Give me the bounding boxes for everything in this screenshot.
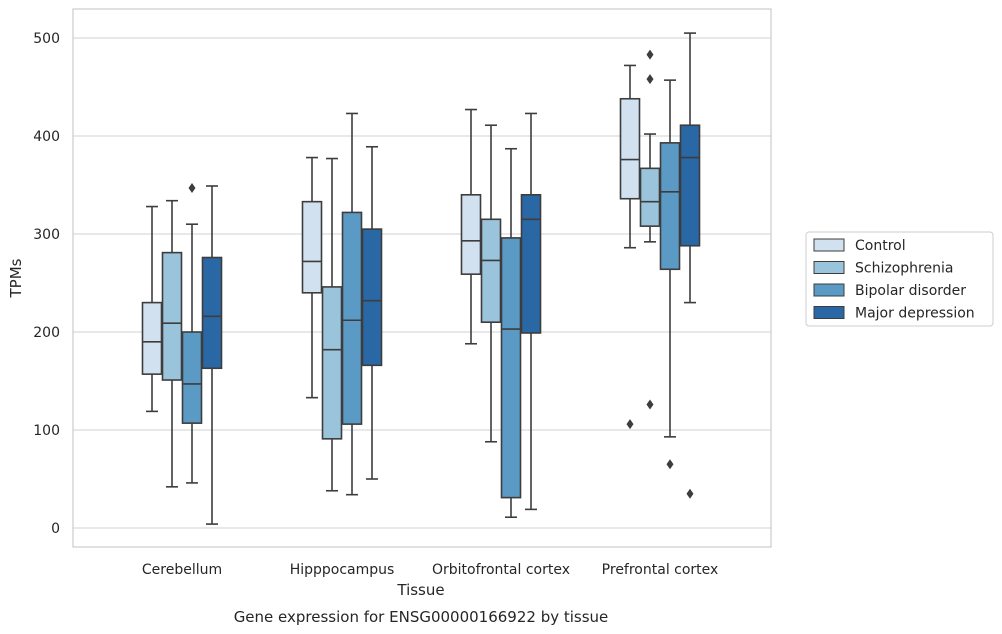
box-major-depression-orbitofrontal-cortex [520, 112, 542, 511]
box-schizophrenia-cerebellum [161, 199, 183, 488]
y-tick-label: 200 [33, 325, 60, 341]
box-major-depression-prefrontal-cortex [679, 32, 701, 499]
outlier-point [646, 74, 654, 85]
iqr-box [361, 228, 383, 367]
outlier-point [188, 182, 196, 193]
iqr-box [141, 301, 163, 375]
iqr-box [639, 167, 661, 227]
y-axis-title: TPMs [7, 258, 25, 298]
y-tick-label: 100 [33, 423, 60, 439]
iqr-box [679, 124, 701, 247]
legend-label: Control [855, 238, 906, 254]
outlier-point [646, 49, 654, 60]
legend-label: Schizophrenia [855, 261, 953, 277]
plot-frame [72, 8, 772, 548]
box-schizophrenia-hipppocampus [321, 157, 343, 492]
box-major-depression-cerebellum [201, 185, 223, 525]
legend-label: Major depression [855, 306, 975, 322]
iqr-box [341, 211, 363, 425]
iqr-box [480, 218, 502, 324]
legend-swatch [813, 261, 845, 274]
legend-frame [805, 231, 994, 327]
outlier-point [686, 488, 694, 499]
iqr-box [659, 142, 681, 271]
y-tick-label: 300 [33, 227, 60, 243]
legend-swatch [813, 238, 845, 252]
iqr-box [460, 194, 482, 275]
iqr-box [321, 286, 343, 440]
box-bipolar-disorder-prefrontal-cortex [659, 79, 681, 470]
box-control-orbitofrontal-cortex [460, 108, 482, 345]
legend-swatch [813, 306, 845, 319]
x-axis-title: Tissue [396, 581, 444, 599]
box-control-cerebellum [141, 205, 163, 413]
outlier-point [646, 399, 654, 410]
box-bipolar-disorder-cerebellum [181, 182, 203, 484]
x-tick-labels: Cerebellum Hipppocampus Orbitofrontal cort… [142, 562, 718, 578]
iqr-box [619, 97, 641, 200]
box-schizophrenia-orbitofrontal-cortex [480, 124, 502, 443]
iqr-box [181, 331, 203, 424]
iqr-box [161, 251, 183, 381]
y-tick-label: 400 [33, 129, 60, 145]
iqr-box [500, 237, 522, 499]
box-bipolar-disorder-orbitofrontal-cortex [500, 147, 522, 519]
x-tick-label: Cerebellum [142, 562, 222, 578]
box-control-hipppocampus [301, 156, 323, 399]
box-major-depression-hipppocampus [361, 145, 383, 480]
x-tick-label: Hipppocampus [290, 562, 395, 578]
iqr-box [520, 194, 542, 334]
box-bipolar-disorder-hipppocampus [341, 112, 363, 496]
x-tick-label: Prefrontal cortex [602, 562, 719, 578]
outlier-point [626, 419, 634, 430]
box-control-prefrontal-cortex [619, 64, 641, 430]
box-schizophrenia-prefrontal-cortex [639, 49, 661, 410]
legend: Control Schizophrenia Bipolar disorder Majo… [805, 231, 994, 327]
iqr-box [301, 200, 323, 294]
box-plots [141, 32, 701, 525]
y-tick-label: 0 [51, 521, 60, 537]
legend-swatch [813, 283, 845, 297]
outlier-point [666, 459, 674, 470]
legend-label: Bipolar disorder [855, 283, 966, 299]
x-tick-label: Orbitofrontal cortex [432, 562, 570, 578]
y-tick-label: 500 [33, 31, 60, 47]
iqr-box [201, 256, 223, 370]
y-tick-labels: 0 100 200 300 400 500 [33, 31, 60, 537]
chart-caption: Gene expression for ENSG00000166922 by t… [234, 608, 609, 626]
